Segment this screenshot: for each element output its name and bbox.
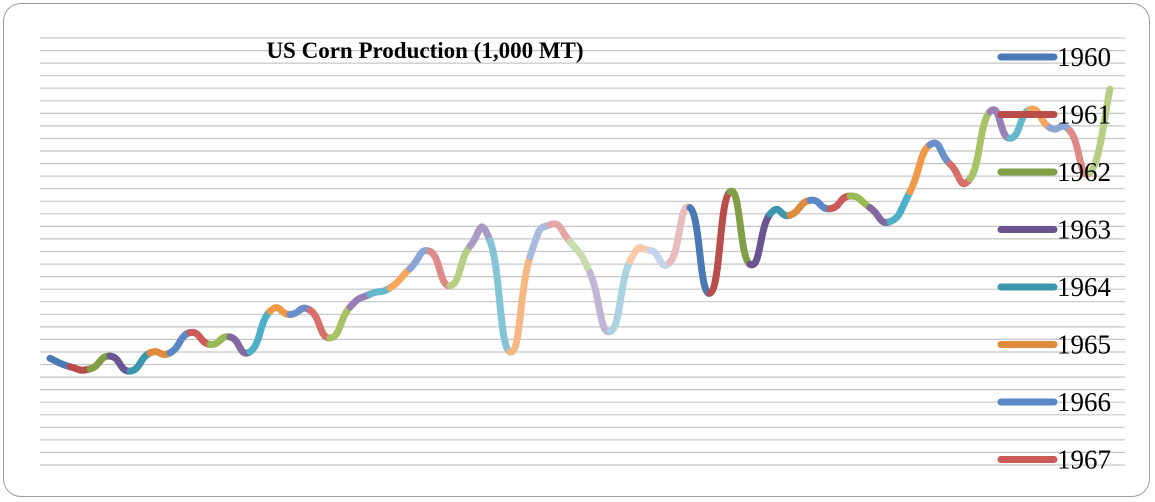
series-segment-1997: [786, 196, 814, 219]
series-segment-1977: [386, 265, 414, 292]
series-segment-1979: [426, 248, 454, 290]
series-segment-1974: [326, 303, 354, 342]
series-segment-2012: [1086, 85, 1114, 176]
production-series: [46, 85, 1114, 375]
series-segment-2004: [926, 139, 954, 168]
series-segment-1988: [606, 257, 634, 336]
series-segment-1985: [546, 220, 574, 246]
chart-title: US Corn Production (1,000 MT): [266, 38, 583, 63]
series-segment-1999: [826, 192, 854, 213]
series-segment-2003: [906, 141, 934, 196]
legend-label-1962: 1962: [1057, 157, 1111, 187]
series-segment-1992: [686, 204, 714, 297]
series-segment-1991: [666, 203, 694, 266]
series-segment-1962: [86, 352, 114, 373]
legend: 1960 1961 1962 1963 1964 1965 1966 1967: [997, 42, 1112, 475]
series-segment-1963: [106, 352, 134, 375]
series-segment-1995: [746, 210, 774, 269]
series-segment-1983: [506, 253, 534, 356]
series-segment-1982: [486, 237, 514, 356]
series-segment-2006: [966, 108, 994, 183]
series-segment-1970: [246, 307, 274, 356]
legend-label-1966: 1966: [1057, 387, 1111, 417]
legend-label-1967: 1967: [1057, 445, 1111, 475]
series-segment-1964: [126, 349, 154, 375]
legend-label-1960: 1960: [1057, 42, 1111, 72]
legend-label-1961: 1961: [1057, 100, 1111, 130]
series-segment-1975: [346, 290, 374, 311]
series-segment-2002: [886, 188, 914, 226]
series-segment-1994: [726, 188, 754, 268]
series-segment-1981: [466, 223, 494, 250]
series-segment-2005: [946, 160, 974, 188]
series-segment-1987: [586, 269, 614, 336]
legend-label-1963: 1963: [1057, 215, 1111, 245]
legend-label-1965: 1965: [1057, 330, 1111, 360]
series-segment-1993: [706, 188, 734, 297]
legend-label-1964: 1964: [1057, 272, 1112, 302]
series-segment-1966: [166, 329, 194, 357]
series-segment-1986: [566, 238, 594, 277]
series-segment-1967: [186, 328, 214, 348]
series-segment-1980: [446, 242, 474, 290]
